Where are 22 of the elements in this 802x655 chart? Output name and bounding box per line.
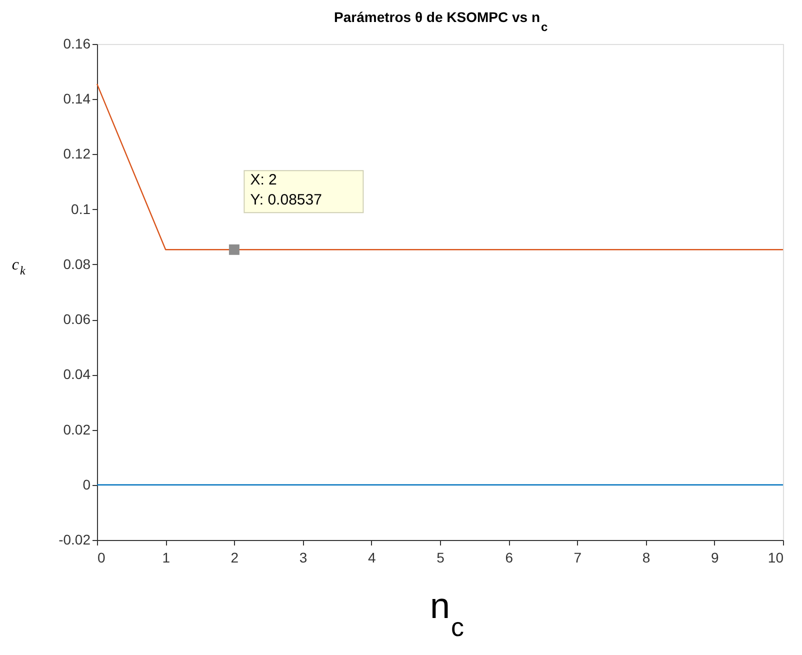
x-tick-label: 1 (162, 550, 170, 566)
y-tick-label: 0.1 (71, 200, 91, 217)
y-tick-label: 0.06 (63, 311, 91, 328)
x-tick-label: 10 (768, 550, 784, 566)
y-tick-label: 0.14 (63, 90, 91, 107)
y-tick-label: -0.02 (58, 532, 91, 548)
y-tick-label: 0.08 (63, 256, 91, 272)
x-tick-label: 6 (505, 550, 514, 566)
x-tick-label: 4 (368, 550, 376, 566)
x-tick-label: 7 (574, 550, 582, 566)
annotation: X: 2 Y: 0.08537 (250, 172, 322, 209)
y-tick-label: 0.12 (63, 146, 91, 162)
x-tick-label: 5 (436, 550, 445, 566)
y-tick-label: 0.04 (63, 366, 91, 382)
x-tick-label: 8 (642, 550, 650, 566)
x-tick-label: 9 (711, 550, 719, 566)
y-tick-label: 0.16 (63, 36, 91, 52)
x-tick-label: 3 (299, 550, 308, 566)
y-tick-label: 0 (82, 476, 91, 492)
x-tick-label: 2 (230, 550, 239, 566)
y-tick-label: 0.02 (63, 421, 91, 438)
x-tick-label: 0 (98, 550, 106, 566)
